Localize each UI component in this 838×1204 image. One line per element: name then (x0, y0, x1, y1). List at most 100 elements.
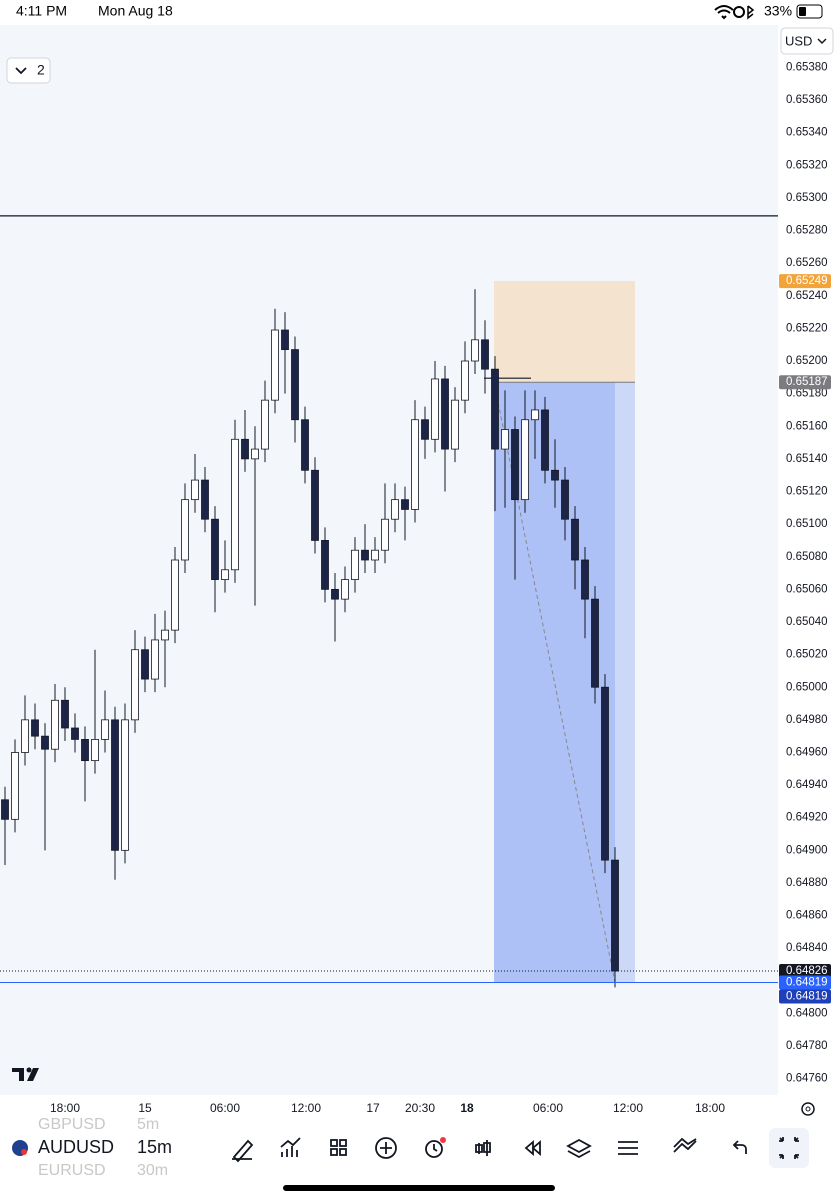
interval[interactable]: 15m (137, 1137, 172, 1157)
price-tag (779, 989, 831, 1004)
layers-tool[interactable] (566, 1138, 592, 1159)
layout-count[interactable]: 2 (37, 62, 45, 78)
draw-tool[interactable] (232, 1139, 254, 1163)
y-tick-label: 0.65160 (786, 420, 828, 432)
candle-body (231, 438, 239, 571)
fullscreen-button[interactable] (769, 1128, 809, 1168)
trend-tool[interactable] (673, 1137, 697, 1153)
candle-body (321, 540, 329, 590)
target-zone-ext (615, 382, 635, 983)
y-tick-label: 0.65140 (786, 453, 828, 465)
y-tick-label: 0.65200 (786, 355, 828, 367)
alert-tool[interactable] (425, 1140, 443, 1158)
alert-tool-hands (433, 1144, 438, 1152)
chart-pane (0, 25, 778, 1095)
candle-body (101, 719, 109, 740)
x-tick-label: 12:00 (291, 1101, 321, 1115)
settings-tool[interactable] (618, 1141, 638, 1155)
candle-body (311, 469, 319, 541)
y-tick-label: 0.65260 (786, 257, 828, 269)
x-tick-label: 18 (460, 1101, 474, 1115)
candle-body (371, 549, 379, 561)
candle-body (71, 727, 79, 740)
price-tag (779, 964, 831, 979)
plot-area (0, 215, 778, 988)
candle-body (91, 739, 99, 762)
symbol-next[interactable]: EURUSD (38, 1162, 106, 1179)
tradingview-logo (12, 1068, 39, 1081)
candle-body (521, 419, 529, 501)
bluetooth-icon (747, 5, 755, 20)
y-tick-label: 0.64800 (786, 1007, 828, 1019)
templates-tool-d (339, 1148, 347, 1156)
x-tick-label: 15 (138, 1101, 152, 1115)
candle-body (401, 499, 409, 510)
candle-body (181, 499, 189, 561)
candle-body (151, 639, 159, 680)
add-tool[interactable] (375, 1137, 397, 1159)
tradingview-logo-dot (26, 1067, 32, 1073)
add-tool-plus (380, 1142, 392, 1154)
candle-body (301, 419, 309, 471)
y-tick-label: 0.64920 (786, 812, 828, 824)
x-tick-label: 18:00 (695, 1101, 725, 1115)
y-tick-label: 0.65320 (786, 159, 828, 171)
x-tick-label: 06:00 (210, 1101, 240, 1115)
templates-tool[interactable] (330, 1139, 338, 1147)
candle-body (511, 429, 519, 501)
wifi-icon (714, 5, 734, 20)
x-tick-label: 18:00 (50, 1101, 80, 1115)
symbol-prev[interactable]: GBPUSD (38, 1116, 106, 1133)
x-tick-label: 17 (366, 1101, 380, 1115)
y-tick-label: 0.64960 (786, 747, 828, 759)
layout-chevron (15, 67, 27, 75)
candle-body (281, 329, 289, 350)
y-tick-label: 0.64760 (786, 1073, 828, 1085)
price-tag-label: 0.64819 (786, 976, 828, 988)
candle-body (1, 799, 9, 820)
candle-body (211, 518, 219, 580)
candle-body (501, 429, 509, 450)
price-tag (779, 975, 831, 990)
candle-body (471, 339, 479, 362)
y-tick-label: 0.64940 (786, 779, 828, 791)
candle-body (291, 349, 299, 421)
candle-body (171, 559, 179, 631)
y-tick-label: 0.64780 (786, 1040, 828, 1052)
status-time: 4:11 PM (16, 3, 67, 19)
fullscreen-icon (779, 1137, 799, 1159)
settings-icon-center (805, 1106, 811, 1112)
home-indicator (283, 1185, 555, 1191)
candle-body (421, 419, 429, 440)
symbol-name[interactable]: AUDUSD (38, 1137, 114, 1157)
replay-tool[interactable] (524, 1140, 541, 1156)
currency-chevron (817, 38, 827, 45)
indicators-tool[interactable] (280, 1137, 301, 1157)
undo-tool[interactable] (732, 1140, 747, 1154)
y-tick-label: 0.65120 (786, 486, 828, 498)
currency-label[interactable]: USD (785, 33, 812, 48)
candle-body (331, 588, 339, 600)
candle-body (551, 469, 559, 481)
candle-body (361, 549, 369, 561)
candle-body (431, 378, 439, 440)
templates-tool-b (339, 1139, 347, 1147)
interval-prev[interactable]: 5m (137, 1116, 159, 1133)
layout-button[interactable] (6, 57, 51, 84)
candle-body (161, 629, 169, 641)
price-tag-label: 0.64819 (786, 990, 828, 1002)
y-tick-label: 0.64980 (786, 714, 828, 726)
candle-body (191, 479, 199, 501)
y-tick-label: 0.65180 (786, 388, 828, 400)
candle-body (41, 735, 49, 750)
settings-icon[interactable] (801, 1102, 815, 1116)
currency-button[interactable] (780, 27, 834, 55)
y-tick-label: 0.65360 (786, 94, 828, 106)
y-tick-label: 0.65020 (786, 649, 828, 661)
candle-body (491, 368, 499, 450)
symbol-flag-detail (21, 1149, 27, 1155)
interval-next[interactable]: 30m (137, 1162, 168, 1179)
chart-type-tool[interactable] (475, 1140, 491, 1156)
candle-body (391, 499, 399, 520)
